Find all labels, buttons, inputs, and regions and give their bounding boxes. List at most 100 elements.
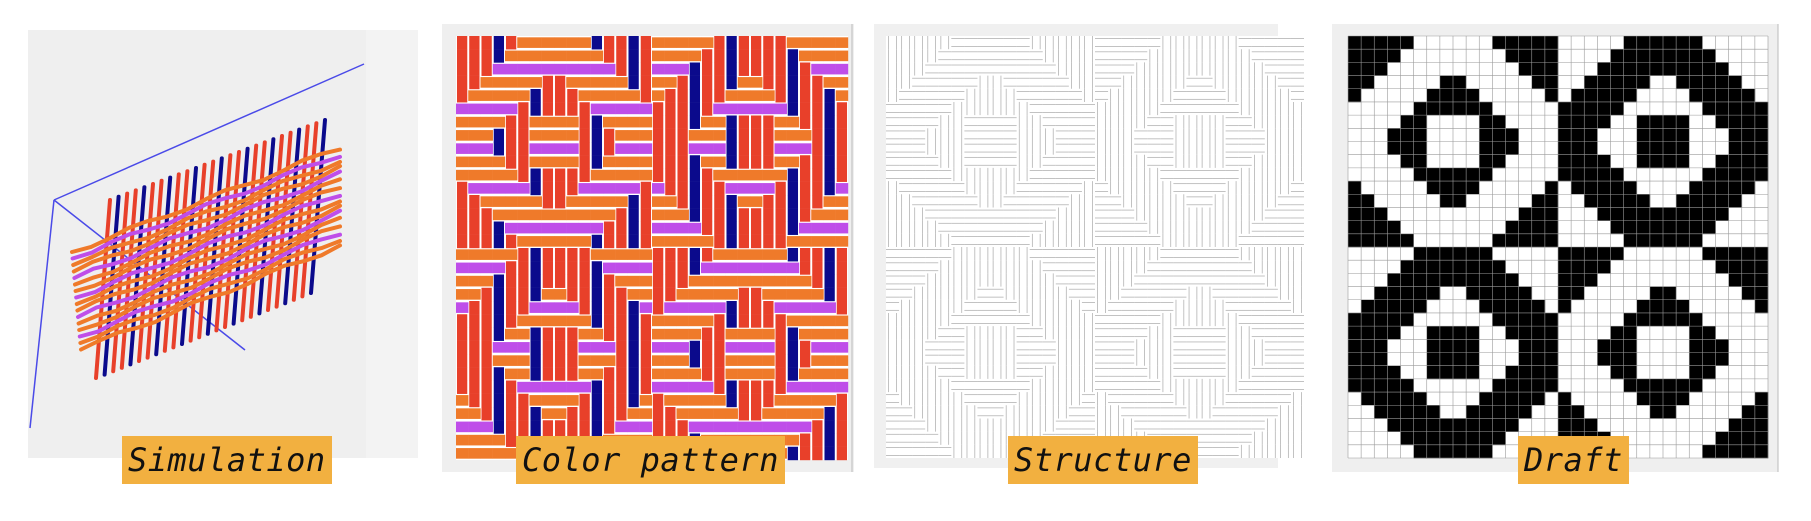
draft-cell — [1610, 339, 1624, 353]
draft-cell — [1558, 167, 1572, 182]
draft-cell — [1741, 431, 1756, 446]
draft-cell — [1466, 339, 1480, 353]
draft-cell — [1741, 154, 1756, 169]
draft-cell — [1426, 352, 1441, 366]
draft-cell — [1676, 141, 1690, 155]
draft-cell — [1636, 154, 1651, 169]
draft-cell — [1466, 167, 1480, 182]
draft-cell — [1715, 154, 1729, 169]
draft-cell — [1663, 233, 1677, 248]
draft-cell — [1571, 418, 1585, 432]
draft-cell — [1413, 247, 1428, 261]
draft-cell — [1636, 141, 1651, 155]
draft-cell — [1597, 207, 1611, 221]
draft-cell — [1610, 207, 1624, 221]
draft-cell — [1715, 339, 1729, 353]
draft-cell — [1623, 49, 1638, 63]
draft-cell — [1453, 167, 1467, 182]
draft-cell — [1702, 444, 1716, 459]
draft-cell — [1426, 405, 1441, 419]
draft-cell — [1597, 167, 1611, 182]
draft-cell — [1741, 167, 1756, 182]
draft-cell — [1623, 339, 1638, 353]
draft-cell — [1374, 352, 1388, 366]
draft-cell — [1558, 141, 1572, 155]
draft-cell — [1544, 365, 1559, 380]
draft-cell — [1636, 312, 1651, 327]
draft-cell — [1702, 352, 1716, 366]
draft-cell — [1544, 75, 1559, 90]
draft-cell — [1702, 339, 1716, 353]
draft-cell — [1702, 220, 1716, 235]
draft-cell — [1453, 352, 1467, 366]
draft-cell — [1361, 312, 1375, 327]
draft-cell — [1623, 88, 1638, 103]
draft-cell — [1374, 392, 1388, 406]
draft-cell — [1374, 220, 1388, 235]
draft-cell — [1400, 286, 1414, 301]
draft-cell — [1426, 431, 1441, 446]
draft-cell — [1610, 326, 1624, 340]
draft-cell — [1505, 36, 1519, 50]
draft-cell — [1400, 392, 1414, 406]
simulation-background — [28, 30, 418, 458]
draft-cell — [1741, 181, 1756, 195]
draft-cell — [1518, 36, 1533, 50]
draft-cell — [1361, 352, 1375, 366]
draft-cell — [1505, 418, 1519, 432]
draft-cell — [1623, 378, 1638, 393]
draft-cell — [1597, 115, 1611, 129]
draft-cell — [1649, 233, 1664, 248]
draft-cell — [1544, 352, 1559, 366]
draft-cell — [1453, 101, 1467, 116]
draft-cell — [1584, 88, 1598, 103]
draft-cell — [1361, 326, 1375, 340]
draft-cell — [1413, 141, 1428, 155]
draft-cell — [1741, 88, 1756, 103]
draft-cell — [1610, 220, 1624, 235]
draft-cell — [1610, 49, 1624, 63]
draft-cell — [1636, 233, 1651, 248]
draft-cell — [1479, 167, 1493, 182]
draft-cell — [1689, 312, 1703, 327]
draft-cell — [1531, 392, 1546, 406]
draft-cell — [1676, 128, 1690, 142]
simulation-axes — [29, 63, 365, 429]
draft-cell — [1544, 233, 1559, 248]
draft-cell — [1348, 75, 1362, 90]
draft-cell — [1676, 49, 1690, 63]
draft-cell — [1715, 260, 1729, 274]
draft-cell — [1689, 352, 1703, 366]
draft-cell — [1649, 207, 1664, 221]
draft-cell — [1689, 75, 1703, 90]
draft-cell — [1387, 405, 1401, 419]
draft-cell — [1426, 444, 1441, 459]
draft-cell — [1558, 154, 1572, 169]
draft-cell — [1466, 260, 1480, 274]
draft-cell — [1453, 444, 1467, 459]
draft-cell — [1387, 299, 1401, 314]
draft-cell — [1400, 405, 1414, 419]
draft-cell — [1492, 378, 1506, 393]
draft-cell — [1663, 299, 1677, 314]
draft-cell — [1610, 352, 1624, 366]
draft-cell — [1400, 312, 1414, 327]
draft-cell — [1571, 167, 1585, 182]
draft-cell — [1663, 392, 1677, 406]
draft-cell — [1544, 220, 1559, 235]
draft-cell — [1361, 62, 1375, 76]
draft-cell — [1610, 247, 1624, 261]
draft-cell — [1741, 286, 1756, 301]
draft-cell — [1544, 36, 1559, 50]
draft-cell — [1558, 260, 1572, 274]
draft-cell — [1571, 260, 1585, 274]
draft-cell — [1387, 49, 1401, 63]
draft-cell — [1479, 247, 1493, 261]
draft-cell — [1728, 75, 1743, 90]
draft-cell — [1689, 88, 1703, 103]
draft-cell — [1361, 365, 1375, 380]
draft-cell — [1439, 431, 1454, 446]
draft-cell — [1558, 418, 1572, 432]
draft-cell — [1663, 405, 1677, 419]
draft-cell — [1531, 365, 1546, 380]
